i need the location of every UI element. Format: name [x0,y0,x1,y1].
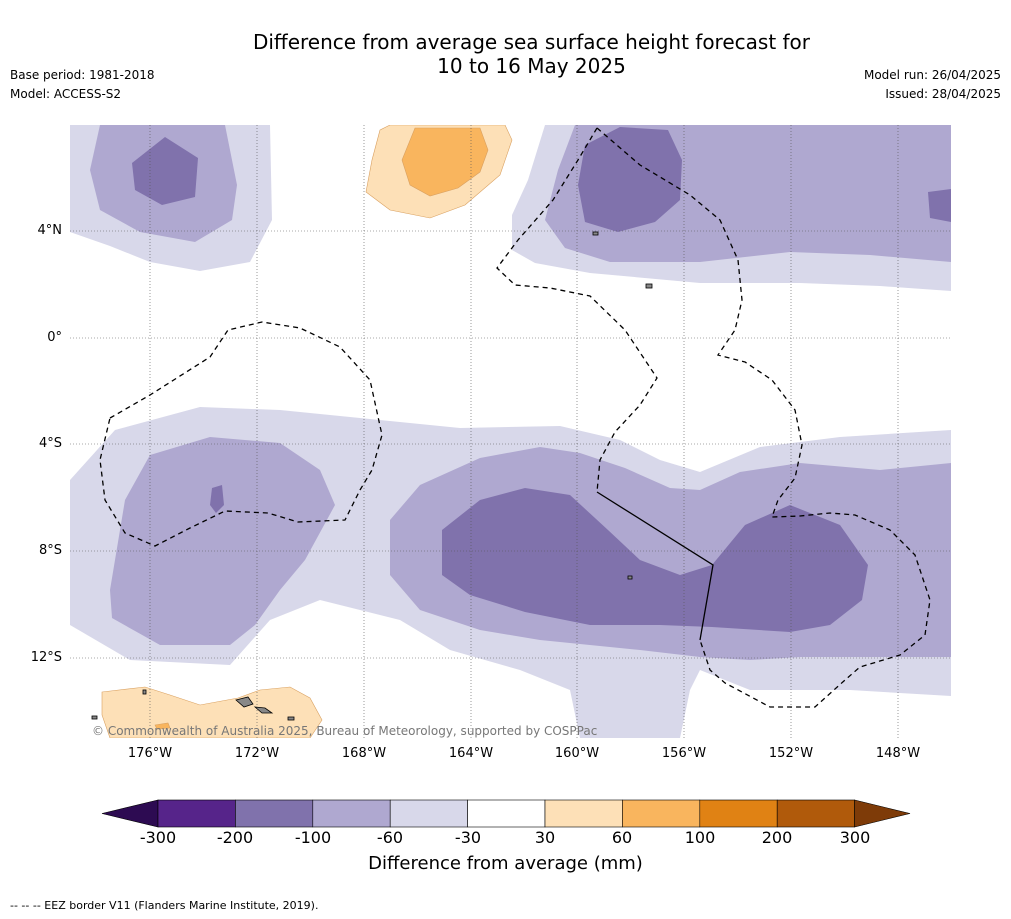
colorbar-label: Difference from average (mm) [368,853,643,874]
colorbar-extend-low [101,799,159,828]
copyright-notice: © Commonwealth of Australia 2025, Bureau… [92,724,598,738]
lon-label: 176°W [127,746,173,761]
lon-label: 156°W [661,746,707,761]
colorbar-tick: -200 [216,828,254,847]
island-savaii [235,696,254,708]
colorbar-tick: 100 [684,828,716,847]
colorbar-segment [467,799,546,828]
title-line-2: 10 to 16 May 2025 [437,54,626,78]
meta-left: Base period: 1981-2018 Model: ACCESS-S2 [10,66,155,104]
island-small-6 [287,716,295,721]
colorbar-segment [312,799,391,828]
island-upolu [253,706,274,714]
map-title: Difference from average sea surface heig… [0,30,1011,78]
lon-label: 168°W [341,746,387,761]
colorbar-segment [776,799,855,828]
contour-neg-dark [132,127,951,632]
island-small-1 [645,283,653,289]
colorbar-tick: -300 [139,828,177,847]
island-small-4 [142,689,147,695]
lat-label: 8°S [38,543,62,558]
lon-label: 172°W [234,746,280,761]
contour-pos-mid [154,127,489,730]
model-name: Model: ACCESS-S2 [10,87,122,101]
colorbar-segment [699,799,778,828]
eez-borders [99,127,931,708]
colorbar-tick: -60 [376,828,404,847]
lat-label: 4°S [38,436,62,451]
colorbar-segment [157,799,236,828]
lon-label: 164°W [448,746,494,761]
islands [91,231,653,721]
colorbar-segment [235,799,314,828]
lat-label: 4°N [37,223,63,238]
eez-footnote: -- -- -- EEZ border V11 (Flanders Marine… [10,899,319,912]
colorbar-extend-high [854,799,911,828]
colorbar-segment [389,799,468,828]
model-run: Model run: 26/04/2025 [863,68,1001,82]
colorbar-tick: 300 [839,828,871,847]
island-small-5 [91,715,98,720]
colorbar-tick: 30 [534,828,556,847]
lat-label: 0° [47,330,62,345]
island-small-3 [627,575,633,580]
lon-label: 152°W [768,746,814,761]
colorbar-segment [544,799,623,828]
colorbar-tick: -30 [454,828,482,847]
issued-date: Issued: 28/04/2025 [885,87,1001,101]
island-small-2 [592,231,599,236]
base-period: Base period: 1981-2018 [10,68,155,82]
colorbar-tick: -100 [294,828,332,847]
eez-solid-border [596,491,714,641]
lat-lon-grid [70,125,951,738]
colorbar-tick: 200 [761,828,793,847]
lat-label: 12°S [30,650,62,665]
colorbar-tick: 60 [611,828,633,847]
lon-label: 148°W [875,746,921,761]
title-line-1: Difference from average sea surface heig… [252,30,811,54]
meta-right: Model run: 26/04/2025 Issued: 28/04/2025 [864,66,1001,104]
colorbar-segment [622,799,701,828]
lon-label: 160°W [554,746,600,761]
